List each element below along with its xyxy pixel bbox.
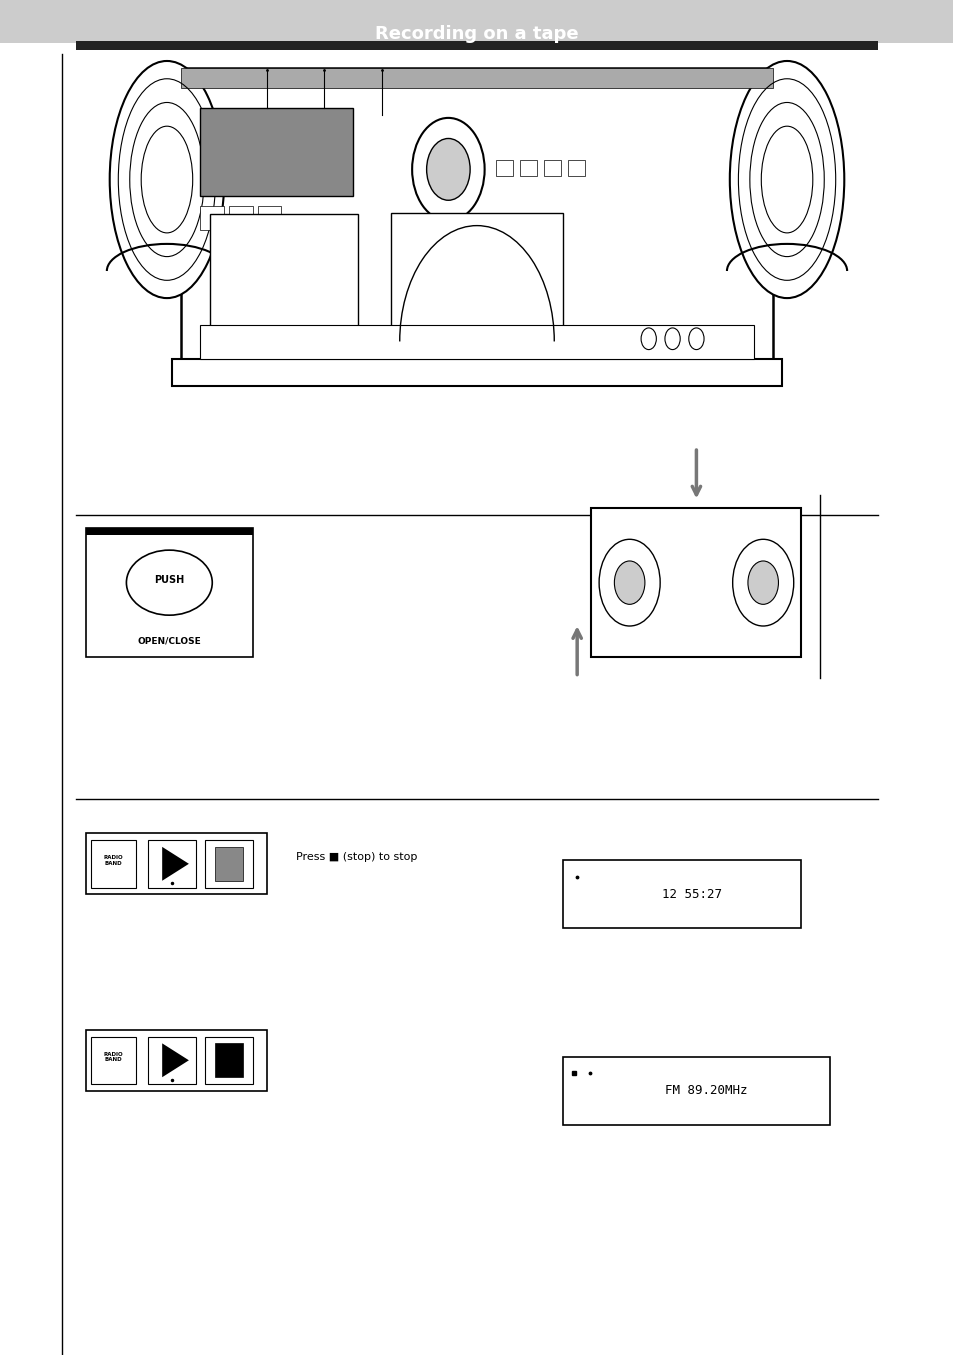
Bar xyxy=(229,206,253,230)
Circle shape xyxy=(732,539,793,626)
Bar xyxy=(567,160,584,176)
Text: PUSH: PUSH xyxy=(154,575,184,585)
Bar xyxy=(86,528,253,657)
Circle shape xyxy=(412,118,484,221)
Circle shape xyxy=(664,328,679,350)
Ellipse shape xyxy=(126,550,212,615)
Bar xyxy=(91,1037,136,1084)
Bar xyxy=(181,68,772,88)
Bar xyxy=(0,0,953,43)
Circle shape xyxy=(688,328,703,350)
Bar xyxy=(200,206,224,230)
Text: RADIO
BAND: RADIO BAND xyxy=(104,855,123,866)
Circle shape xyxy=(614,561,644,604)
Bar xyxy=(200,325,753,359)
Ellipse shape xyxy=(729,61,843,298)
Text: Recording on a tape: Recording on a tape xyxy=(375,24,578,43)
Bar xyxy=(205,840,253,888)
Bar xyxy=(562,860,801,928)
Bar xyxy=(257,206,281,230)
Polygon shape xyxy=(162,847,189,881)
Bar xyxy=(86,528,253,535)
Text: OPEN/CLOSE: OPEN/CLOSE xyxy=(137,637,201,645)
Bar xyxy=(205,1037,253,1084)
Text: 12 55:27: 12 55:27 xyxy=(661,888,720,901)
Bar xyxy=(562,1057,829,1125)
Bar xyxy=(543,160,560,176)
Bar xyxy=(76,41,877,50)
Bar xyxy=(86,1030,267,1091)
Circle shape xyxy=(640,328,656,350)
Bar xyxy=(91,840,136,888)
Bar xyxy=(519,160,537,176)
Text: FM 89.20MHz: FM 89.20MHz xyxy=(664,1084,746,1098)
Bar xyxy=(148,840,195,888)
Bar xyxy=(591,508,801,657)
Bar xyxy=(210,214,357,336)
Bar xyxy=(86,833,267,894)
Circle shape xyxy=(426,138,470,201)
Bar xyxy=(214,1043,243,1077)
Bar xyxy=(391,213,562,341)
Bar xyxy=(181,68,772,366)
Bar xyxy=(214,847,243,881)
Bar xyxy=(200,108,353,196)
Circle shape xyxy=(747,561,778,604)
Bar xyxy=(148,1037,195,1084)
Circle shape xyxy=(598,539,659,626)
Polygon shape xyxy=(162,1043,189,1077)
Bar xyxy=(172,359,781,386)
Text: RADIO
BAND: RADIO BAND xyxy=(104,1051,123,1062)
Text: Press ■ (stop) to stop: Press ■ (stop) to stop xyxy=(295,852,416,862)
Bar xyxy=(496,160,513,176)
Ellipse shape xyxy=(110,61,224,298)
